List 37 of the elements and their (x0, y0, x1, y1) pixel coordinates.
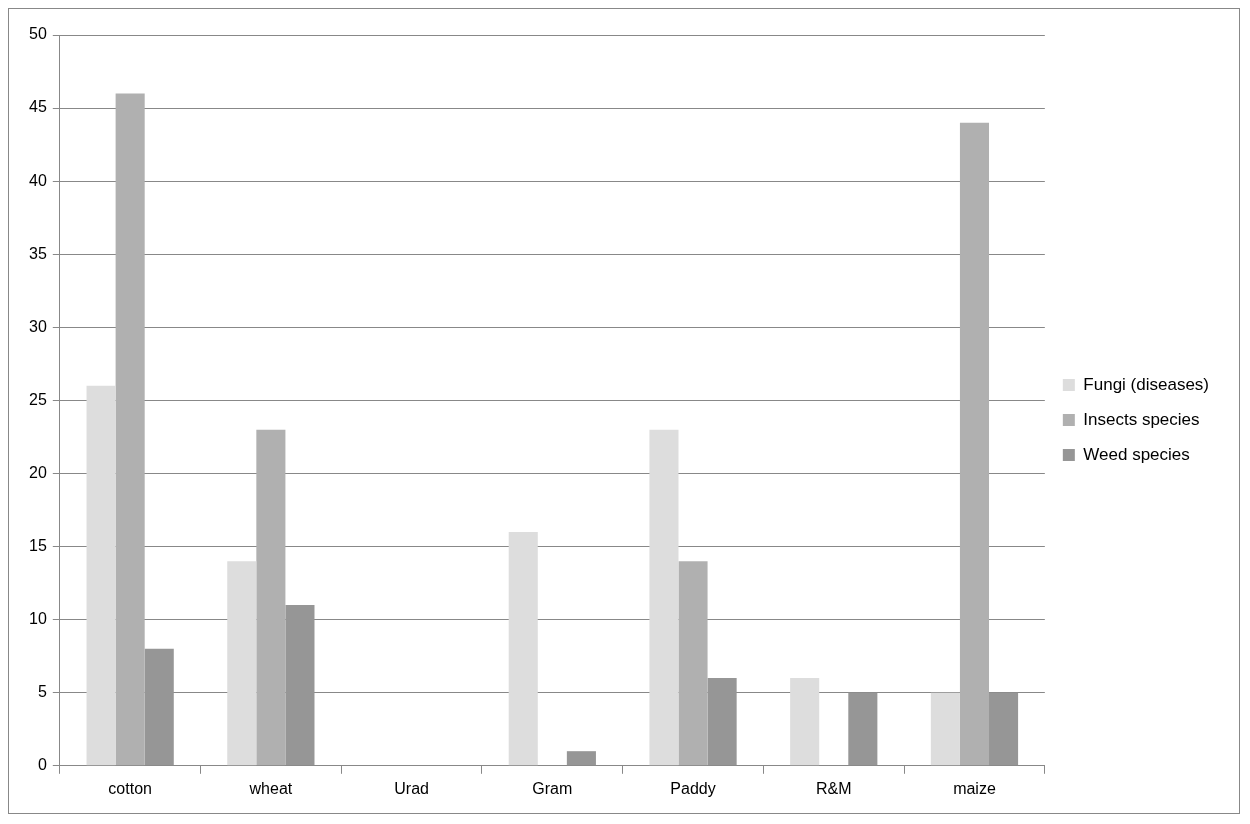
bar (930, 692, 960, 766)
bar (508, 531, 538, 766)
x-tick-label: Gram (532, 779, 573, 797)
bar (144, 648, 174, 766)
x-tick-label: Urad (394, 779, 429, 797)
y-tick-label: 45 (29, 98, 47, 116)
y-tick-label: 30 (29, 317, 47, 335)
bar (790, 678, 820, 766)
bar (566, 751, 596, 766)
bar (959, 122, 990, 766)
legend-label: Weed species (1083, 444, 1190, 464)
y-tick-label: 25 (29, 390, 47, 408)
y-tick-label: 50 (29, 25, 47, 43)
bar (115, 93, 145, 766)
x-tick-label: maize (953, 779, 996, 797)
y-tick-label: 20 (29, 463, 47, 481)
x-tick-label: cotton (108, 779, 152, 797)
bar (649, 429, 679, 766)
bar (86, 385, 116, 766)
bar (285, 605, 315, 766)
legend-label: Insects species (1083, 409, 1200, 429)
bar (227, 561, 257, 766)
y-tick-label: 15 (29, 536, 47, 554)
x-tick-label: Paddy (670, 779, 716, 797)
y-tick-label: 40 (29, 171, 47, 189)
y-tick-label: 5 (37, 683, 47, 701)
y-tick-label: 0 (37, 756, 47, 774)
legend-label: Fungi (diseases) (1083, 374, 1210, 394)
bar (678, 561, 708, 766)
x-tick-label: R&M (815, 779, 852, 797)
bar (989, 692, 1019, 766)
y-tick-label: 35 (29, 244, 47, 262)
x-tick-label: wheat (248, 779, 293, 797)
bar (707, 678, 737, 766)
bar (256, 429, 286, 766)
y-tick-label: 10 (29, 610, 47, 628)
bar (848, 692, 878, 766)
